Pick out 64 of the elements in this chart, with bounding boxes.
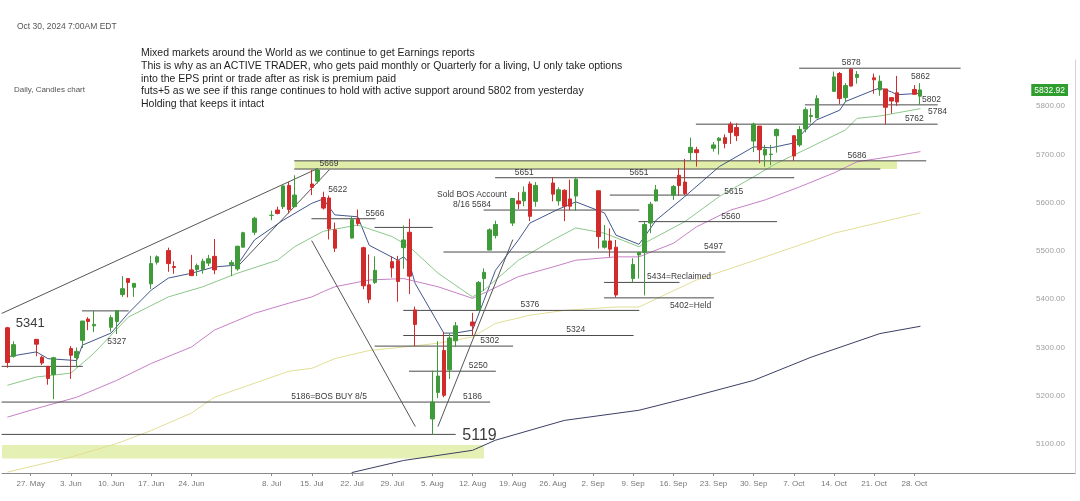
x-tick-label: 2. Sep: [581, 478, 606, 488]
annotation: 5622: [328, 183, 348, 194]
x-tick-label: 24. Jun: [178, 478, 205, 488]
annotation: 5402=Held: [669, 299, 712, 310]
annotation: 5250: [468, 360, 488, 371]
x-tick-label: 16. Sep: [659, 478, 688, 488]
annotation: This is why as an ACTIVE TRADER, who gets paid monthly or Quarterly for a living, U only take options: [141, 58, 623, 71]
annotation: 5497: [704, 241, 724, 252]
annotation: 5566: [365, 207, 385, 218]
x-tick-label: 14. Oct: [821, 478, 848, 488]
x-tick-label: 29. Jul: [380, 478, 405, 488]
annotation: 5186: [463, 391, 483, 402]
annotation: 5119: [462, 425, 497, 443]
x-tick-label: 3. Jun: [59, 478, 82, 488]
text: Mixed markets around the World as we continue to get Earnings reports: [141, 46, 475, 58]
annotation: 5327: [107, 336, 127, 347]
text: Daily, Candles chart: [14, 84, 86, 94]
x-tick-label: 15. Jul: [300, 478, 324, 488]
annotation: 5434=Reclaimed: [647, 271, 712, 282]
x-tick-label: 28. Oct: [901, 478, 928, 488]
annotation: 5560: [721, 210, 741, 221]
y-tick-label: 5300.00: [1036, 342, 1066, 352]
annotation: 5762: [904, 113, 925, 124]
x-tick-label: 9. Sep: [621, 478, 646, 488]
x-tick-label: 17. Jun: [138, 478, 165, 488]
x-tick-label: 30. Sep: [739, 478, 769, 488]
x-tick-label: 21. Oct: [861, 478, 888, 488]
annotation: Holding that keeps it intact: [141, 97, 265, 110]
annotation: 5651: [629, 166, 649, 177]
x-tick-label: 10. Jun: [97, 478, 125, 488]
x-tick-label: 19. Aug: [499, 478, 527, 488]
y-tick-label: 5800.00: [1036, 101, 1066, 111]
x-tick-label: 27. May: [16, 478, 45, 488]
annotation: 5651: [514, 166, 534, 177]
annotation: 5784: [928, 106, 948, 116]
annotation: 5615: [724, 186, 744, 197]
x-tick-label: 8. Jul: [262, 478, 282, 488]
annotation: 5669: [319, 158, 339, 169]
annotation: 5302: [480, 335, 500, 346]
annotation: into the EPS print or trade after as risk is premium paid: [141, 71, 397, 84]
annotation: futs+5 as we see if this range continues to hold with active support around 5802 from yesterday: [141, 84, 585, 97]
annotation: 5324: [566, 324, 586, 335]
x-tick-label: 26. Aug: [539, 478, 567, 488]
x-tick-label: 5. Aug: [421, 478, 444, 488]
annotation: 5686: [847, 149, 867, 160]
annotation: 5862: [911, 70, 931, 81]
x-tick-label: 23. Sep: [699, 478, 728, 488]
y-tick-label: 5100.00: [1036, 439, 1066, 449]
y-tick-label: 5600.00: [1036, 197, 1066, 207]
annotation: 5376: [520, 299, 540, 310]
y-tick-label: 5700.00: [1036, 149, 1066, 159]
chart-title: Oct 30, 2024 7:00AM EDT: [17, 20, 117, 31]
annotation: 5186=BOS BUY 8/5: [291, 391, 368, 402]
annotation: 5832.92: [1034, 84, 1066, 95]
y-tick-label: 5200.00: [1036, 390, 1066, 400]
annotation: 5878: [841, 57, 861, 68]
x-tick-label: 22. Jul: [340, 478, 365, 488]
annotation: 5341: [15, 314, 45, 330]
y-tick-label: 5400.00: [1036, 294, 1066, 304]
y-tick-label: 5500.00: [1036, 246, 1066, 256]
x-tick-label: 7. Oct: [783, 478, 806, 488]
x-tick-label: 12. Aug: [458, 478, 487, 488]
annotation: Sold BOS Account 8/16 5584: [437, 189, 508, 210]
annotation: 5802: [922, 93, 942, 104]
